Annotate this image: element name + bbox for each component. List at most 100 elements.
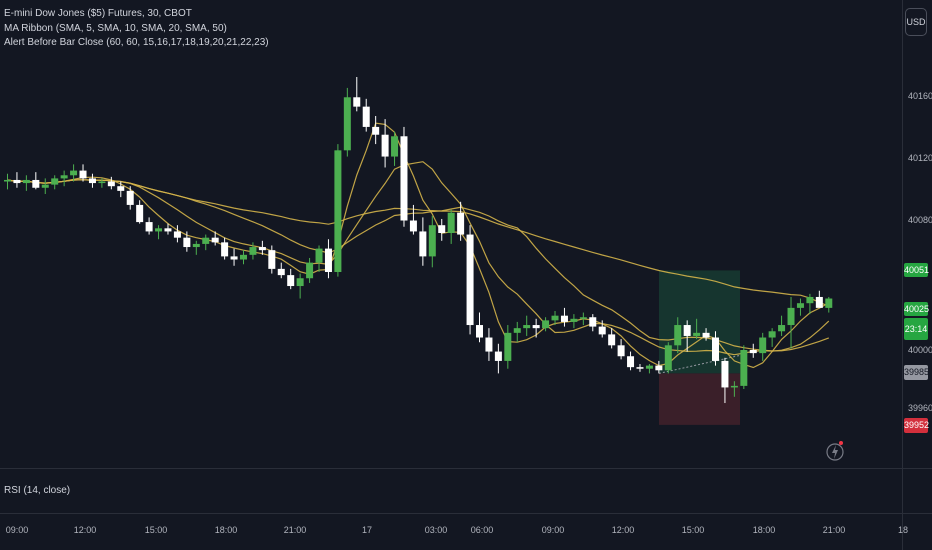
stop-price-tag: 39952 [904,418,929,433]
candle-body [400,136,408,221]
candle [334,144,342,277]
candle [796,298,804,316]
candle [749,343,757,358]
candle-body [211,237,219,243]
candle [362,98,370,132]
candle-body [362,106,370,127]
chart-legend: E-mini Dow Jones ($5) Futures, 30, CBOT … [4,7,269,51]
candle-body [183,237,191,248]
candle [778,315,786,336]
time-axis-label: 09:00 [541,525,565,535]
candle-body [598,326,606,335]
time-axis-label: 17 [361,525,373,535]
candle-body [51,178,59,185]
bar-countdown-tag: 23:14 [904,318,928,340]
candle-body [815,296,823,308]
candle [721,357,729,404]
candle-body [457,212,465,235]
ma-ribbon-legend[interactable]: MA Ribbon (SMA, 5, SMA, 10, SMA, 20, SMA… [4,22,227,34]
candle-body [712,337,719,361]
candle [249,242,257,260]
time-axis-label: 21:00 [283,525,307,535]
candle-body [136,204,144,223]
candle-body [617,345,625,357]
candle-body [70,170,78,176]
candle [683,320,691,352]
candle-body [438,225,446,233]
candle-body [560,315,568,322]
candle [438,218,446,241]
candle [70,164,78,182]
candle-body [428,225,436,257]
ma-line-50 [7,179,830,307]
time-axis-label: 03:00 [424,525,448,535]
candle-body [674,325,682,346]
candle [617,339,625,360]
candle [79,164,87,182]
candle [22,175,30,191]
candle-body [749,350,757,354]
candle-body [268,250,276,269]
candle-body [721,360,729,388]
candle-body [806,296,814,304]
candle-body [419,231,427,257]
candle-body [230,256,238,260]
candle [343,87,351,157]
candle-body [655,365,663,371]
candle [41,178,49,194]
candle-body [523,325,531,329]
candle-body [825,298,833,308]
ma-line-10 [7,161,830,356]
candle [211,231,219,246]
lightning-icon[interactable] [826,438,846,464]
time-axis-label: 12:00 [611,525,635,535]
price-axis-label: 40120 [908,153,932,163]
candle [230,248,238,266]
candle [221,237,229,260]
candle-body [740,350,748,386]
candle-body [249,247,257,255]
candle-body [117,186,125,191]
candle [513,321,521,343]
candle-body [702,332,710,338]
candle-body [778,325,786,332]
candle [523,315,531,336]
candle [419,217,427,266]
candle [636,364,644,372]
candle-body [693,332,701,336]
candle-body [476,325,483,338]
candle-body [391,136,399,157]
symbol-title[interactable]: E-mini Dow Jones ($5) Futures, 30, CBOT [4,8,192,19]
candle-body [409,220,417,232]
alert-indicator-legend[interactable]: Alert Before Bar Close (60, 60, 15,16,17… [4,37,269,48]
current-price-tag: 40025 [904,302,930,316]
candle-body [296,278,304,287]
candle-body [683,325,691,336]
candle-body [202,237,210,244]
rsi-legend[interactable]: RSI (14, close) [4,485,71,496]
time-axis-label: 18 [897,525,909,535]
candle [627,351,635,371]
candle-body [570,318,578,322]
candle-body [608,334,616,346]
candle [768,328,776,347]
candle [306,257,314,283]
candle-body [796,303,804,308]
candle [674,317,682,354]
candle-body [13,179,21,184]
candle-body [192,243,200,248]
candle [277,262,285,279]
candle-body [155,228,163,232]
candle [598,320,606,338]
candle [825,296,833,313]
candle [240,250,247,265]
candle-body [173,231,181,238]
candlestick-series [4,77,833,404]
time-axis-label: 15:00 [681,525,705,535]
candle [504,325,512,369]
candle-body [334,150,342,272]
currency-button[interactable]: USD [905,8,927,36]
candle-body [126,190,134,205]
